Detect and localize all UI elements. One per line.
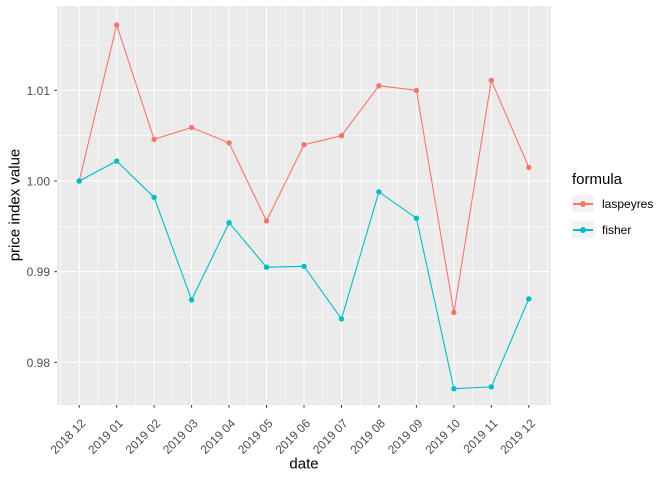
- point-laspeyres-2019-04: [226, 140, 232, 146]
- point-laspeyres-2019-12: [526, 164, 532, 171]
- x-tick-label: 2019 04: [198, 416, 239, 457]
- legend-point-swatch: [580, 226, 586, 233]
- y-axis-title: price index value: [6, 148, 24, 262]
- point-laspeyres-2019-05: [263, 218, 270, 224]
- point-fisher-2019-06: [301, 263, 307, 269]
- axis-ticks: [54, 89, 530, 408]
- legend: formula laspeyres fisher: [572, 172, 653, 247]
- point-laspeyres-2019-02: [151, 136, 157, 142]
- y-tick-label: 0.99: [27, 265, 51, 279]
- x-tick-label: 2019 12: [497, 416, 538, 457]
- legend-label-laspeyres: laspeyres: [602, 196, 654, 211]
- x-tick-label: 2019 03: [160, 416, 201, 457]
- series-fisher-points: [76, 158, 532, 392]
- point-fisher-2019-11: [488, 384, 494, 390]
- point-laspeyres-2019-06: [301, 142, 307, 148]
- y-tick-label: 1.01: [27, 84, 51, 98]
- x-tick-label: 2018 12: [48, 416, 89, 457]
- point-fisher-2019-08: [376, 189, 382, 195]
- point-fisher-2019-12: [526, 296, 532, 302]
- x-tick-label: 2019 02: [123, 416, 164, 457]
- legend-label-fisher: fisher: [602, 222, 632, 237]
- point-laspeyres-2019-11: [488, 77, 494, 84]
- legend-title: formula: [572, 171, 623, 188]
- x-tick-label: 2019 09: [385, 416, 426, 457]
- series-laspeyres-points: [76, 22, 532, 316]
- point-fisher-2019-04: [226, 220, 232, 226]
- legend-point-swatch: [580, 200, 586, 207]
- point-fisher-2019-09: [413, 215, 420, 221]
- x-tick-label: 2019 05: [235, 416, 276, 457]
- point-fisher-2019-10: [451, 386, 457, 392]
- point-laspeyres-2019-07: [338, 133, 345, 139]
- point-fisher-2019-01: [114, 158, 120, 164]
- y-tick-label: 0.98: [27, 356, 51, 370]
- point-fisher-2019-02: [151, 194, 157, 200]
- x-tick-label: 2019 08: [347, 416, 388, 457]
- x-tick-label: 2019 11: [460, 416, 500, 456]
- legend-key-laspeyres: [572, 195, 594, 212]
- point-laspeyres-2019-01: [114, 22, 120, 28]
- grid-major: [57, 6, 551, 405]
- point-fisher-2019-03: [188, 297, 195, 303]
- x-tick-label: 2019 10: [422, 416, 463, 457]
- point-laspeyres-2019-10: [451, 309, 457, 316]
- point-fisher-2019-05: [263, 264, 270, 270]
- point-laspeyres-2019-03: [188, 124, 195, 131]
- legend-key-fisher: [572, 221, 594, 238]
- y-tick-label: 1.00: [27, 175, 51, 189]
- point-fisher-2018-12: [76, 178, 82, 184]
- point-laspeyres-2019-09: [413, 87, 420, 94]
- x-tick-label: 2019 06: [273, 416, 314, 457]
- x-axis-title: date: [289, 455, 319, 473]
- legend-item-laspeyres: laspeyres: [572, 195, 653, 212]
- x-tick-label: 2019 07: [310, 416, 351, 457]
- x-tick-label: 2019 01: [85, 416, 126, 457]
- legend-item-fisher: fisher: [572, 221, 653, 238]
- point-laspeyres-2019-08: [376, 83, 382, 89]
- point-fisher-2019-07: [338, 316, 345, 322]
